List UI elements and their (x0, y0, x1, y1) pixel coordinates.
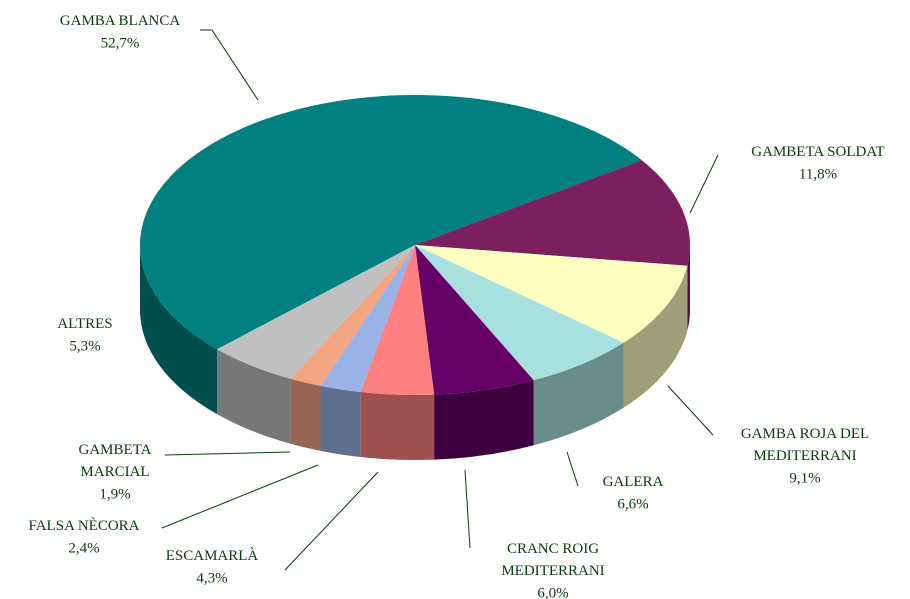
value-label: 9,1% (789, 470, 820, 486)
slice-side (533, 342, 624, 446)
slice (217, 245, 415, 379)
slice (360, 245, 435, 395)
slice (320, 245, 415, 393)
leader-line (200, 29, 259, 101)
category-label: ALTRES (57, 316, 112, 332)
slice (415, 245, 688, 343)
slice (415, 245, 624, 381)
slice-side (360, 392, 435, 460)
slice-side (140, 245, 218, 415)
category-label: FALSA NÈCORA (29, 517, 140, 534)
slice-side (320, 385, 361, 458)
category-label: GAMBA ROJA DEL MEDITERRANI (741, 426, 869, 464)
slice (415, 160, 690, 266)
value-label: 4,3% (196, 570, 227, 586)
value-label: 5,3% (69, 338, 100, 354)
slice-side (687, 245, 690, 331)
leader-line (464, 469, 471, 549)
value-label: 52,7% (101, 35, 140, 51)
value-label: 6,0% (537, 585, 568, 599)
slice (415, 245, 534, 395)
category-label: GAMBA BLANCA (60, 13, 181, 29)
slice (140, 95, 642, 350)
category-label: GALERA (603, 474, 664, 490)
category-label: GAMBETA SOLDAT (751, 144, 884, 160)
slice-side (434, 380, 534, 460)
leader-line (164, 451, 291, 456)
category-label: ESCAMARLÀ (166, 547, 259, 564)
leader-line (667, 385, 714, 436)
slice-side (623, 265, 688, 408)
value-label: 2,4% (68, 540, 99, 556)
slice-side (217, 349, 291, 444)
leader-line (161, 464, 319, 529)
leader-line (566, 451, 579, 487)
value-label: 1,9% (99, 486, 130, 502)
category-label: GAMBETA MARCIAL (79, 442, 152, 480)
leader-line (284, 471, 379, 571)
slice (290, 245, 415, 386)
category-label: CRANC ROIG MEDITERRANI (501, 541, 604, 579)
value-label: 11,8% (799, 166, 837, 182)
leader-line (689, 154, 719, 214)
slice-side (290, 378, 321, 451)
value-label: 6,6% (617, 496, 648, 512)
